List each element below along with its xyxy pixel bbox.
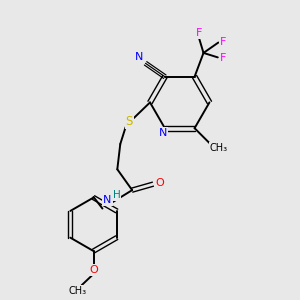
Text: H: H	[112, 190, 120, 200]
Text: N: N	[135, 52, 143, 62]
Text: O: O	[155, 178, 164, 188]
Text: N: N	[159, 128, 168, 138]
Text: CH₃: CH₃	[68, 286, 86, 296]
Text: S: S	[125, 115, 133, 128]
Text: N: N	[103, 195, 112, 205]
Text: F: F	[196, 28, 202, 38]
Text: CH₃: CH₃	[210, 142, 228, 152]
Text: F: F	[220, 37, 226, 46]
Text: O: O	[90, 266, 98, 275]
Text: F: F	[220, 53, 226, 63]
